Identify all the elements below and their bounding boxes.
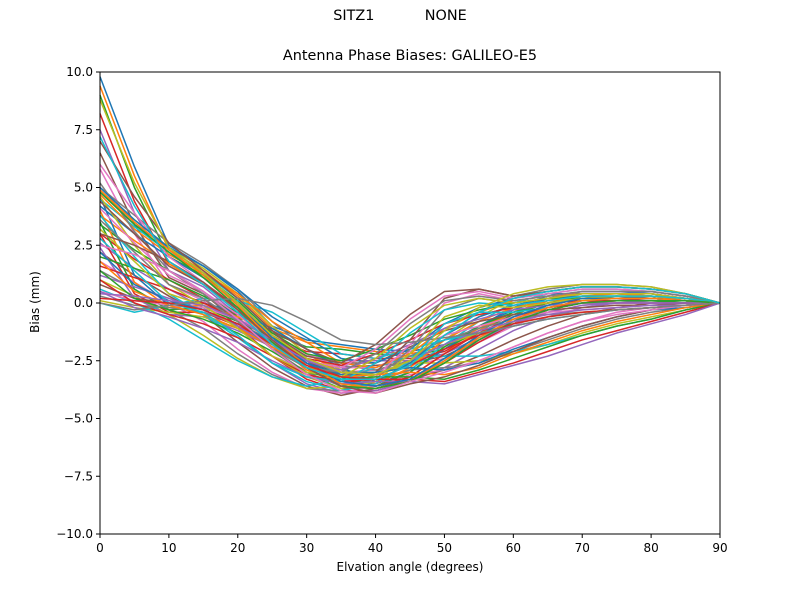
y-tick-label: 10.0 xyxy=(66,65,93,79)
y-tick-label: 2.5 xyxy=(74,238,93,252)
series-line-58 xyxy=(99,99,721,376)
series-line-57 xyxy=(99,297,721,346)
series-line-55 xyxy=(99,232,721,394)
figure-suptitle: SITZ1 NONE xyxy=(333,8,467,24)
y-axis-label: Bias (mm) xyxy=(28,271,42,333)
series-line-4 xyxy=(99,129,721,362)
y-tick-label: −10.0 xyxy=(56,527,93,541)
x-tick-label: 70 xyxy=(575,541,590,555)
y-axis-ticks: −10.0 −7.5 −5.0 −2.5 0.0 2.5 5.0 7.5 10.0 xyxy=(56,65,100,541)
x-axis-label: Elvation angle (degrees) xyxy=(336,560,484,574)
x-tick-label: 90 xyxy=(712,541,727,555)
y-tick-label: −5.0 xyxy=(64,412,93,426)
series-lines xyxy=(99,76,721,397)
x-tick-label: 0 xyxy=(96,541,104,555)
y-tick-label: 7.5 xyxy=(74,123,93,137)
y-tick-label: 0.0 xyxy=(74,296,93,310)
x-axis-ticks: 0 10 20 30 40 50 60 70 80 90 xyxy=(96,534,728,555)
series-line-41 xyxy=(99,260,721,378)
x-tick-label: 30 xyxy=(299,541,314,555)
x-tick-label: 60 xyxy=(506,541,521,555)
series-line-49 xyxy=(99,237,721,383)
x-tick-label: 10 xyxy=(161,541,176,555)
x-tick-label: 50 xyxy=(437,541,452,555)
x-tick-label: 40 xyxy=(368,541,383,555)
y-tick-label: 5.0 xyxy=(74,181,93,195)
y-tick-label: −2.5 xyxy=(64,354,93,368)
series-line-16 xyxy=(99,260,721,394)
series-line-59 xyxy=(99,136,721,380)
chart-title: Antenna Phase Biases: GALILEO-E5 xyxy=(282,48,538,64)
series-line-56 xyxy=(99,244,721,394)
series-line-47 xyxy=(99,219,721,374)
x-tick-label: 20 xyxy=(230,541,245,555)
y-tick-label: −7.5 xyxy=(64,469,93,483)
x-tick-label: 80 xyxy=(643,541,658,555)
series-line-42 xyxy=(99,270,721,380)
